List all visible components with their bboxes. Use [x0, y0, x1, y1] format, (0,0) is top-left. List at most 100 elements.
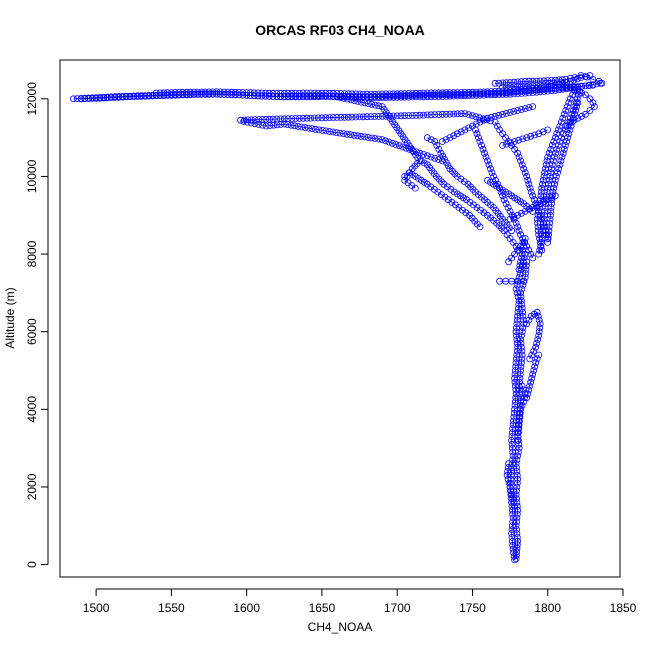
data-point — [284, 121, 292, 128]
data-point — [280, 115, 288, 123]
series-line — [536, 90, 576, 251]
data-point — [254, 89, 262, 97]
x-tick-label: 1600 — [233, 601, 260, 615]
data-point — [446, 89, 454, 97]
data-point — [442, 91, 450, 99]
data-point — [397, 90, 405, 98]
data-point — [126, 93, 134, 101]
data-point — [535, 332, 543, 340]
data-point — [340, 130, 347, 138]
data-point — [216, 88, 224, 96]
series-line — [509, 253, 526, 560]
data-point — [551, 192, 559, 200]
data-point — [484, 88, 491, 96]
data-point — [186, 88, 194, 96]
data-point — [544, 238, 552, 246]
data-point — [512, 398, 519, 406]
data-point — [572, 107, 579, 114]
data-point — [506, 207, 514, 215]
data-point — [568, 118, 576, 126]
data-point — [92, 94, 100, 102]
data-point — [569, 107, 577, 114]
data-point — [70, 95, 77, 103]
data-point — [518, 78, 525, 85]
data-point — [508, 530, 516, 537]
data-point — [559, 114, 567, 122]
data-point — [347, 96, 355, 104]
data-point — [521, 82, 529, 90]
data-point — [450, 132, 458, 140]
series-line — [427, 137, 512, 232]
data-point — [382, 94, 390, 101]
data-point — [559, 149, 567, 157]
data-point — [337, 90, 345, 97]
data-point — [540, 81, 548, 89]
data-point — [164, 89, 172, 97]
data-point — [566, 75, 574, 82]
data-point — [209, 90, 217, 98]
data-point — [476, 88, 484, 96]
data-point — [558, 76, 566, 84]
data-point — [518, 382, 526, 390]
data-point — [305, 124, 312, 132]
data-point — [431, 91, 439, 99]
data-point — [538, 215, 546, 223]
data-point — [513, 471, 521, 479]
data-point — [303, 89, 311, 97]
data-point — [341, 90, 348, 97]
data-point — [303, 114, 311, 122]
data-point — [273, 90, 281, 97]
data-point — [442, 136, 450, 144]
data-point — [511, 556, 518, 564]
data-point — [582, 110, 589, 118]
data-point — [543, 157, 551, 165]
data-point — [504, 475, 512, 483]
data-point — [521, 77, 529, 85]
data-point — [529, 207, 537, 215]
data-point — [513, 518, 520, 526]
data-point — [213, 88, 221, 96]
data-point — [509, 522, 516, 530]
data-point — [511, 401, 519, 409]
data-point — [277, 121, 285, 128]
data-point — [341, 113, 348, 121]
data-point — [548, 165, 555, 173]
data-point — [521, 169, 529, 177]
data-point — [277, 115, 284, 123]
data-point — [504, 467, 512, 475]
data-point — [534, 312, 542, 320]
data-point — [435, 145, 443, 153]
data-point — [198, 91, 205, 98]
data-point — [521, 238, 529, 246]
data-point — [529, 77, 537, 85]
data-point — [393, 112, 401, 120]
data-point — [535, 328, 543, 336]
data-point — [352, 113, 360, 121]
data-point — [546, 172, 554, 180]
data-point — [333, 90, 341, 97]
series-line — [243, 120, 443, 162]
data-point — [457, 110, 465, 118]
data-point — [514, 433, 522, 440]
data-point — [518, 304, 526, 312]
data-point — [446, 110, 454, 118]
x-tick-label: 1850 — [610, 601, 637, 615]
data-point — [119, 93, 126, 101]
data-point — [527, 378, 535, 386]
data-point — [231, 88, 239, 96]
data-point — [171, 89, 179, 96]
data-point — [512, 382, 519, 390]
data-point — [491, 88, 499, 95]
data-point — [347, 131, 354, 139]
data-point — [288, 93, 296, 101]
data-point — [480, 88, 488, 96]
data-point — [511, 374, 518, 382]
data-point — [416, 91, 424, 99]
data-point — [499, 87, 507, 95]
data-point — [406, 169, 414, 177]
data-point — [399, 143, 407, 151]
data-point — [513, 355, 520, 363]
data-point — [518, 343, 525, 351]
data-point — [461, 89, 469, 96]
data-point — [371, 90, 379, 98]
